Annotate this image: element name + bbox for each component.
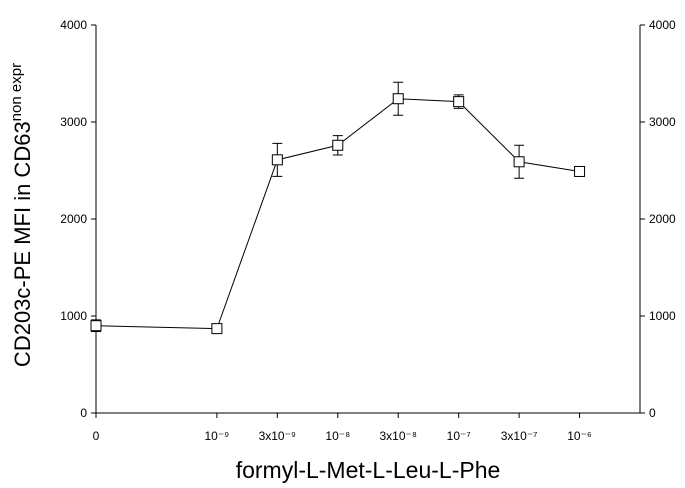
y-axis-label: CD203c-PE MFI in CD63non expr	[8, 63, 35, 367]
y2-tick-label: 3000	[649, 115, 676, 129]
marker	[211, 323, 223, 335]
y2-tick-label: 1000	[649, 309, 676, 323]
y-axis-label-superscript: non expr	[8, 63, 25, 121]
marker	[513, 156, 525, 168]
marker	[574, 165, 586, 177]
marker	[453, 96, 465, 108]
x-tick-label: 3x10⁻⁹	[259, 429, 297, 443]
x-axis-label: formyl-L-Met-L-Leu-L-Phe	[236, 457, 501, 483]
marker	[271, 154, 283, 166]
x-tick-label: 10⁻⁷	[447, 429, 471, 443]
y-tick-label: 1000	[60, 309, 87, 323]
y2-tick-label: 4000	[649, 18, 676, 32]
marker	[332, 139, 344, 151]
y2-tick-label: 2000	[649, 212, 676, 226]
x-tick-label: 10⁻⁸	[325, 429, 350, 443]
x-tick-label: 0	[93, 429, 100, 443]
x-tick-label: 10⁻⁹	[204, 429, 229, 443]
x-tick-label: 3x10⁻⁷	[501, 429, 538, 443]
y-axis-label-text: CD203c-PE MFI in CD63	[10, 121, 35, 367]
marker	[392, 93, 404, 105]
x-tick-label: 3x10⁻⁸	[380, 429, 417, 443]
y-tick-label: 4000	[60, 18, 87, 32]
y-tick-label: 3000	[60, 115, 87, 129]
y-tick-label: 0	[80, 406, 87, 420]
marker	[90, 320, 102, 332]
y2-tick-label: 0	[649, 406, 656, 420]
series-line	[95, 98, 580, 330]
y-tick-label: 2000	[60, 212, 87, 226]
x-tick-label: 10⁻⁶	[567, 429, 592, 443]
